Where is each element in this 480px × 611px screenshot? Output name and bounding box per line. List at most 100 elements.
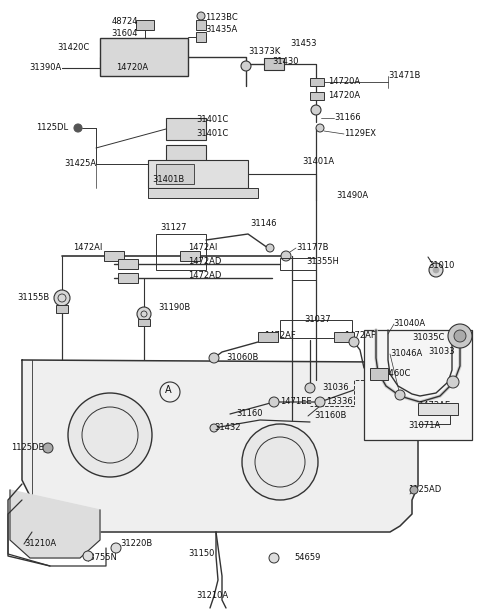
Bar xyxy=(364,330,472,440)
Text: 31160B: 31160B xyxy=(314,411,347,420)
Bar xyxy=(310,92,324,100)
Circle shape xyxy=(454,330,466,342)
Bar xyxy=(156,164,194,184)
Text: 31037: 31037 xyxy=(304,315,331,324)
Bar xyxy=(196,32,206,42)
Circle shape xyxy=(111,543,121,553)
Text: 31160: 31160 xyxy=(236,409,263,419)
Circle shape xyxy=(269,397,279,407)
Text: 31453: 31453 xyxy=(290,40,316,48)
Text: 31127: 31127 xyxy=(160,224,187,233)
Bar xyxy=(196,20,206,30)
Text: 31460C: 31460C xyxy=(378,370,410,378)
Bar xyxy=(100,38,188,76)
Circle shape xyxy=(269,553,279,563)
Circle shape xyxy=(54,290,70,306)
Text: 1472AF: 1472AF xyxy=(344,332,376,340)
Circle shape xyxy=(281,251,291,261)
Circle shape xyxy=(410,486,418,494)
Text: 1471EE: 1471EE xyxy=(280,398,312,406)
Text: 31401B: 31401B xyxy=(152,175,184,185)
Circle shape xyxy=(68,393,152,477)
Text: 31432: 31432 xyxy=(214,423,240,433)
Circle shape xyxy=(137,307,151,321)
Text: 31210A: 31210A xyxy=(24,540,56,549)
Text: 31150: 31150 xyxy=(188,549,215,558)
Circle shape xyxy=(209,353,219,363)
Circle shape xyxy=(242,424,318,500)
Text: 1125AD: 1125AD xyxy=(408,486,441,494)
Text: 31425A: 31425A xyxy=(64,159,96,169)
Circle shape xyxy=(433,267,439,273)
Text: 31046A: 31046A xyxy=(390,349,422,359)
Bar xyxy=(148,188,258,198)
Polygon shape xyxy=(10,490,100,558)
Text: 1472AF: 1472AF xyxy=(264,332,296,340)
Text: 1472AI: 1472AI xyxy=(188,244,217,252)
Text: 31060B: 31060B xyxy=(226,354,258,362)
Text: 14720A: 14720A xyxy=(116,64,148,73)
Bar xyxy=(166,145,206,165)
Circle shape xyxy=(266,244,274,252)
Bar xyxy=(334,332,354,342)
Circle shape xyxy=(197,12,205,20)
Polygon shape xyxy=(22,360,418,532)
Circle shape xyxy=(429,263,443,277)
Circle shape xyxy=(349,337,359,347)
Bar xyxy=(310,78,324,86)
Text: 31035C: 31035C xyxy=(412,334,444,343)
Bar xyxy=(136,20,154,30)
Text: 31373K: 31373K xyxy=(248,48,280,56)
Circle shape xyxy=(316,124,324,132)
Text: 31401C: 31401C xyxy=(196,130,228,139)
Text: A: A xyxy=(165,385,171,395)
Bar xyxy=(180,251,200,261)
Text: 31155B: 31155B xyxy=(18,293,50,302)
Bar xyxy=(166,118,206,140)
Bar xyxy=(280,258,316,270)
Bar xyxy=(258,332,278,342)
Bar xyxy=(56,305,68,313)
Bar xyxy=(156,234,206,270)
Text: 31071A: 31071A xyxy=(408,422,440,431)
Bar xyxy=(418,403,458,415)
Text: 1129EX: 1129EX xyxy=(344,130,376,139)
Bar xyxy=(148,160,248,188)
Bar xyxy=(370,368,388,380)
Bar xyxy=(264,58,284,70)
Text: 31604: 31604 xyxy=(111,29,138,38)
Text: 1123BC: 1123BC xyxy=(205,13,238,23)
Text: 13336: 13336 xyxy=(326,398,353,406)
Text: 1125DB: 1125DB xyxy=(11,444,44,453)
Text: 31010: 31010 xyxy=(428,262,455,271)
Text: 31210A: 31210A xyxy=(196,591,228,601)
Circle shape xyxy=(447,376,459,388)
Circle shape xyxy=(395,390,405,400)
Bar xyxy=(104,251,124,261)
Circle shape xyxy=(83,551,93,561)
Bar xyxy=(118,273,138,283)
Text: 31146: 31146 xyxy=(250,219,276,229)
Text: 31435A: 31435A xyxy=(205,26,237,34)
Text: 31190B: 31190B xyxy=(158,304,190,312)
Text: 48724: 48724 xyxy=(111,18,138,26)
Text: 31036: 31036 xyxy=(322,384,348,392)
Text: 31177B: 31177B xyxy=(296,244,328,252)
Text: 28755N: 28755N xyxy=(84,554,117,563)
Text: 54659: 54659 xyxy=(294,554,320,563)
Text: 1472AD: 1472AD xyxy=(188,257,221,266)
Circle shape xyxy=(305,383,315,393)
Text: 31033: 31033 xyxy=(428,348,455,356)
Circle shape xyxy=(311,105,321,115)
Text: 31471B: 31471B xyxy=(388,71,420,81)
Text: 14720A: 14720A xyxy=(328,78,360,87)
Text: 31355H: 31355H xyxy=(306,257,339,266)
Text: 31401A: 31401A xyxy=(302,158,334,167)
Circle shape xyxy=(210,424,218,432)
Text: 31390A: 31390A xyxy=(30,64,62,73)
Circle shape xyxy=(43,443,53,453)
Text: 31490A: 31490A xyxy=(336,191,368,200)
Text: 31430: 31430 xyxy=(272,57,299,67)
Text: 1472AD: 1472AD xyxy=(188,271,221,280)
Circle shape xyxy=(74,124,82,132)
